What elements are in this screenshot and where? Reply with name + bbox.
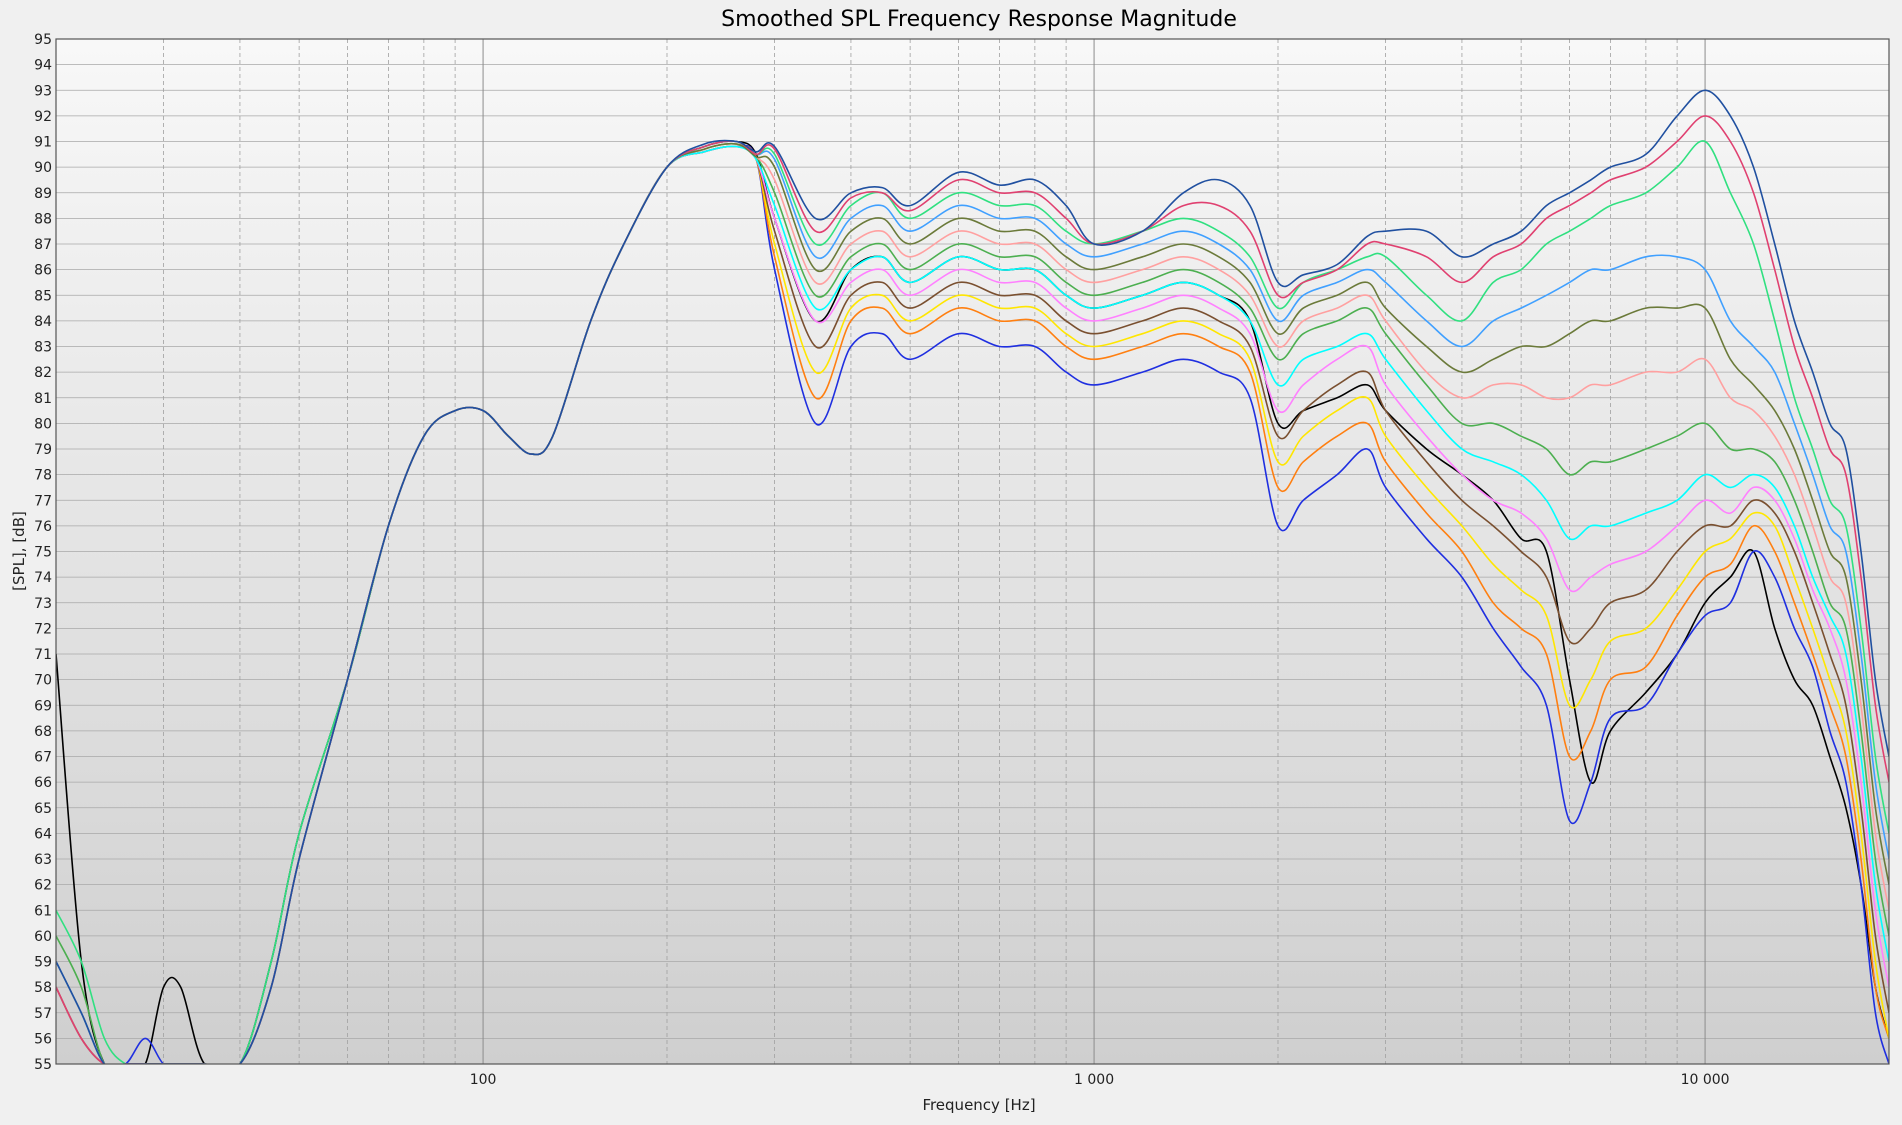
x-tick-label: 1 000 xyxy=(1074,1072,1114,1088)
y-tick-label: 85 xyxy=(34,288,52,304)
x-ticks: 100 1 000 10 000 xyxy=(470,1072,1730,1088)
y-ticks: 55 56 57 58 59 60 61 62 63 64 65 66 67 68 69 70 71 72 73 74… xyxy=(34,32,52,1073)
grid xyxy=(55,38,1890,1065)
y-tick-label: 91 xyxy=(34,135,52,151)
series-group xyxy=(56,89,1889,1064)
series-line-12 xyxy=(56,140,1889,1064)
y-tick-label: 92 xyxy=(34,109,52,125)
y-tick-label: 72 xyxy=(34,621,52,637)
y-tick-label: 76 xyxy=(34,519,52,535)
y-tick-label: 61 xyxy=(34,903,52,919)
y-tick-label: 57 xyxy=(34,1006,52,1022)
plot-frame xyxy=(55,38,1890,1065)
y-tick-label: 62 xyxy=(34,878,52,894)
y-tick-label: 59 xyxy=(34,955,52,971)
y-tick-label: 86 xyxy=(34,263,52,279)
y-tick-label: 81 xyxy=(34,391,52,407)
y-tick-label: 71 xyxy=(34,647,52,663)
y-tick-label: 66 xyxy=(34,775,52,791)
x-tick-label: 100 xyxy=(470,1072,497,1088)
y-tick-label: 64 xyxy=(34,826,52,842)
chart-title: Smoothed SPL Frequency Response Magnitud… xyxy=(721,7,1237,32)
series-line-14 xyxy=(56,89,1889,1064)
y-tick-label: 58 xyxy=(34,980,52,996)
y-tick-label: 63 xyxy=(34,852,52,868)
y-tick-label: 83 xyxy=(34,340,52,356)
y-tick-label: 95 xyxy=(34,32,52,48)
y-tick-label: 67 xyxy=(34,750,52,766)
y-axis-label: [SPL], [dB] xyxy=(10,511,28,591)
y-tick-label: 68 xyxy=(34,724,52,740)
y-tick-label: 73 xyxy=(34,596,52,612)
y-tick-label: 93 xyxy=(34,83,52,99)
y-tick-label: 94 xyxy=(34,58,52,74)
x-axis-label: Frequency [Hz] xyxy=(922,1096,1035,1114)
y-tick-label: 79 xyxy=(34,442,52,458)
y-tick-label: 90 xyxy=(34,160,52,176)
y-tick-label: 89 xyxy=(34,186,52,202)
y-tick-label: 65 xyxy=(34,801,52,817)
x-tick-label: 10 000 xyxy=(1681,1072,1730,1088)
y-tick-label: 75 xyxy=(34,545,52,561)
y-tick-label: 88 xyxy=(34,211,52,227)
y-tick-label: 70 xyxy=(34,673,52,689)
y-tick-label: 74 xyxy=(34,570,52,586)
y-tick-label: 55 xyxy=(34,1057,52,1073)
y-tick-label: 80 xyxy=(34,416,52,432)
y-tick-label: 56 xyxy=(34,1031,52,1047)
y-tick-label: 82 xyxy=(34,365,52,381)
y-tick-label: 60 xyxy=(34,929,52,945)
y-tick-label: 69 xyxy=(34,698,52,714)
y-tick-label: 87 xyxy=(34,237,52,253)
y-tick-label: 84 xyxy=(34,314,52,330)
y-tick-label: 78 xyxy=(34,468,52,484)
y-tick-label: 77 xyxy=(34,493,52,509)
